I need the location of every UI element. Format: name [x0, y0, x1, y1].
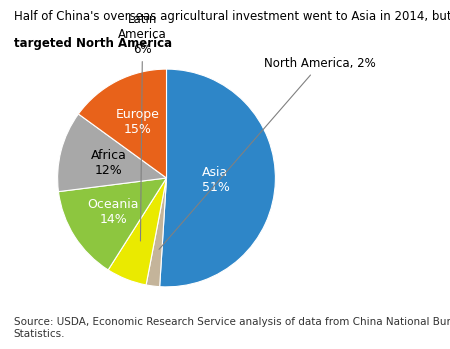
Wedge shape — [58, 114, 166, 192]
Text: Latin
America
6%: Latin America 6% — [118, 13, 167, 241]
Wedge shape — [78, 69, 166, 178]
Text: North America, 2%: North America, 2% — [159, 57, 376, 249]
Text: Asia
51%: Asia 51% — [202, 165, 230, 194]
Text: Africa
12%: Africa 12% — [90, 149, 126, 177]
Wedge shape — [108, 178, 166, 285]
Text: Oceania
14%: Oceania 14% — [87, 198, 139, 226]
Text: Half of China's overseas agricultural investment went to Asia in 2014, but only : Half of China's overseas agricultural in… — [14, 10, 450, 23]
Wedge shape — [58, 178, 166, 270]
Text: targeted North America: targeted North America — [14, 37, 171, 50]
Text: Source: USDA, Economic Research Service analysis of data from China National Bur: Source: USDA, Economic Research Service … — [14, 317, 450, 339]
Text: Europe
15%: Europe 15% — [116, 108, 160, 136]
Wedge shape — [146, 178, 166, 287]
Wedge shape — [160, 69, 275, 287]
